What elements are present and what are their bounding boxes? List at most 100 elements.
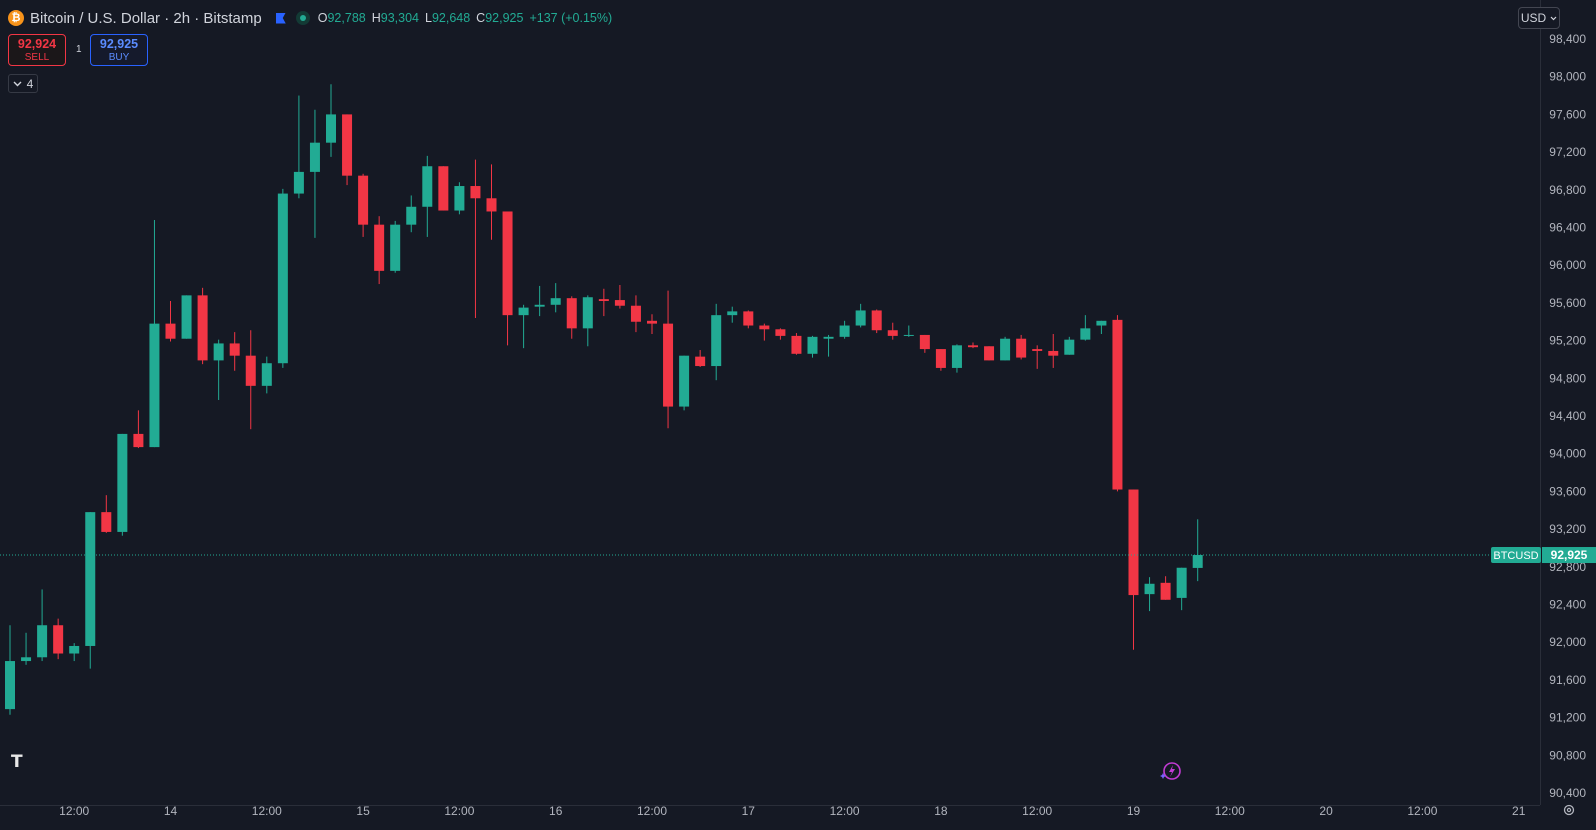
time-axis-tick-label: 12:00	[252, 804, 282, 818]
candle	[245, 330, 256, 430]
gear-icon[interactable]	[1562, 803, 1576, 817]
price-axis-tick-label: 90,800	[1549, 748, 1586, 762]
candle-body	[1176, 567, 1187, 598]
candle	[1160, 576, 1171, 600]
candle-body	[5, 661, 15, 710]
candle	[1112, 315, 1123, 492]
symbol-title[interactable]: Bitcoin / U.S. Dollar · 2h · Bitstamp	[30, 9, 262, 27]
market-status-icon[interactable]	[295, 11, 310, 25]
candle-body	[663, 323, 674, 407]
indicators-toggle-button[interactable]: 4	[8, 74, 38, 93]
bitcoin-icon[interactable]: ₿	[8, 10, 24, 26]
candle-body	[566, 298, 577, 329]
tradingview-logo-icon[interactable]: T	[11, 752, 23, 772]
currency-select[interactable]: USD	[1518, 7, 1560, 29]
candle-body	[293, 171, 304, 194]
candle-body	[21, 657, 32, 662]
candle	[534, 285, 545, 317]
candle	[919, 334, 930, 353]
candle-body	[887, 330, 898, 336]
candle-body	[534, 304, 545, 307]
candle-body	[181, 295, 192, 339]
candle-body	[679, 355, 690, 407]
sell-button[interactable]: 92,924 SELL	[8, 34, 66, 66]
candle-body	[245, 355, 256, 386]
candle-body	[390, 224, 401, 271]
symbol-header: ₿ Bitcoin / U.S. Dollar · 2h · Bitstamp …	[8, 8, 612, 28]
candle	[261, 356, 272, 394]
price-axis-tick-label: 96,000	[1549, 258, 1586, 272]
candle-body	[1160, 582, 1171, 600]
price-axis-tick-label: 91,200	[1549, 711, 1586, 725]
candle-body	[1064, 339, 1075, 355]
candle-body	[968, 345, 978, 348]
candle	[358, 173, 369, 237]
candle-body	[630, 305, 641, 322]
candle-body	[759, 325, 770, 330]
price-axis-tick-label: 90,400	[1549, 786, 1586, 800]
candle	[566, 296, 577, 339]
candle	[1000, 336, 1011, 361]
symbol-badge: BTCUSD	[1493, 550, 1538, 562]
buy-price: 92,925	[99, 37, 139, 51]
candle	[1176, 567, 1187, 611]
time-axis-tick-label: 12:00	[444, 804, 474, 818]
price-axis-tick-label: 97,200	[1549, 145, 1586, 159]
candle	[502, 211, 513, 346]
candle	[101, 495, 112, 533]
candle-body	[1048, 350, 1059, 356]
candle	[1080, 315, 1091, 341]
ohlc-low-value: 92,648	[431, 11, 471, 25]
candle	[454, 182, 465, 215]
candle-body	[1096, 320, 1107, 326]
candle-body	[935, 349, 946, 368]
lightning-alert-icon[interactable]	[1160, 760, 1182, 782]
buy-label: BUY	[108, 52, 130, 63]
candle-body	[1032, 349, 1043, 351]
candle	[438, 166, 449, 211]
candle-body	[1144, 583, 1155, 595]
price-axis-tick-label: 98,400	[1549, 32, 1586, 46]
candle	[1064, 336, 1075, 355]
candle-body	[438, 166, 449, 211]
candle	[374, 216, 385, 285]
candle-body	[133, 433, 144, 448]
candle-body	[374, 224, 385, 271]
candle-body	[582, 297, 593, 329]
candle-body	[984, 346, 995, 361]
candle-body	[69, 645, 80, 654]
ohlc-high-key: H	[371, 11, 381, 25]
time-axis-tick-label: 12:00	[1407, 804, 1437, 818]
candle-body	[502, 211, 513, 316]
candle-body	[213, 343, 224, 361]
price-axis-tick-label: 93,200	[1549, 522, 1586, 536]
candle	[342, 114, 353, 186]
ohlc-close-key: C	[476, 11, 486, 25]
flag-icon[interactable]	[275, 12, 286, 24]
candle-body	[839, 325, 850, 337]
price-axis-tick-label: 92,800	[1549, 560, 1586, 574]
candle	[743, 310, 754, 329]
candle	[839, 320, 850, 339]
candle-body	[406, 206, 417, 225]
candle	[775, 328, 786, 340]
candle-body	[550, 298, 561, 305]
time-axis-tick-label: 12:00	[830, 804, 860, 818]
price-axis-tick-label: 91,600	[1549, 673, 1586, 687]
time-axis-tick-label: 14	[164, 804, 178, 818]
candle	[679, 355, 690, 411]
candle	[69, 643, 80, 662]
price-axis-tick-label: 95,200	[1549, 334, 1586, 348]
candle-body	[101, 512, 112, 532]
candle	[647, 314, 657, 335]
candle	[1128, 489, 1139, 650]
time-axis-tick-label: 12:00	[1022, 804, 1052, 818]
candle-body	[1112, 319, 1123, 490]
ohlc-high-value: 93,304	[380, 11, 419, 25]
buy-button[interactable]: 92,925 BUY	[90, 34, 148, 66]
time-axis-tick-label: 12:00	[59, 804, 89, 818]
candle-body	[823, 336, 834, 339]
candle	[181, 295, 192, 339]
candle-body	[1128, 489, 1139, 596]
